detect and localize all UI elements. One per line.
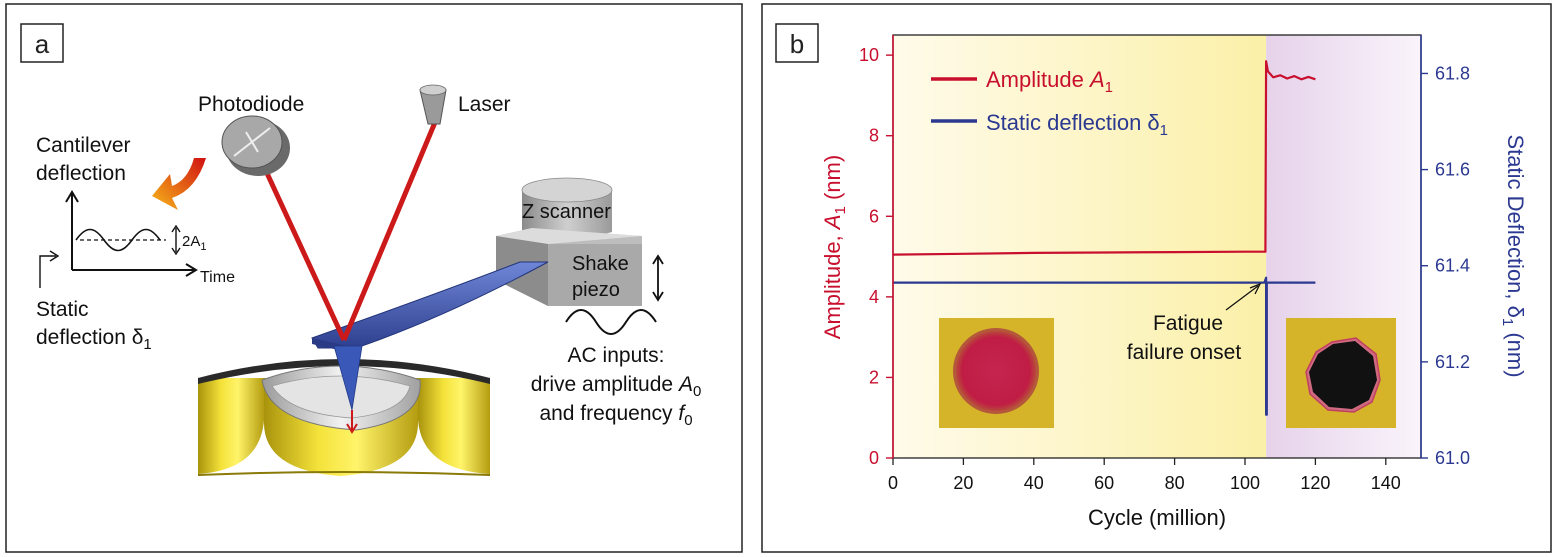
panel-b-label-box (775, 23, 819, 63)
y-left-tick-label: 8 (869, 126, 879, 146)
photodiode-icon (221, 115, 290, 176)
x-tick-label: 40 (1024, 473, 1044, 493)
static-label-1: Static (36, 298, 89, 321)
y-left-tick-label: 2 (869, 367, 879, 387)
x-tick-label: 0 (888, 473, 898, 493)
panel-a-label-box (20, 23, 64, 63)
laser-beams (257, 119, 439, 342)
z-scanner-label: Z scanner (522, 201, 611, 223)
laser-label: Laser (458, 93, 511, 116)
x-tick-label: 80 (1165, 473, 1185, 493)
inset-before-image (939, 318, 1054, 428)
x-tick-label: 20 (953, 473, 973, 493)
panel-a: a (5, 3, 743, 553)
x-tick-label: 140 (1371, 473, 1401, 493)
y-left-tick-label: 4 (869, 287, 879, 307)
deflection-arrow-icon (152, 158, 206, 210)
photodiode-label: Photodiode (198, 93, 304, 116)
panel-b-label: b (790, 29, 804, 59)
y-left-tick-label: 0 (869, 448, 879, 468)
shake-label-2: piezo (572, 279, 620, 301)
cantilever-deflection-label-1: Cantilever (36, 134, 131, 157)
cantilever (311, 261, 549, 411)
x-axis-label: Cycle (million) (1088, 505, 1226, 530)
cantilever-deflection-label-2: deflection (36, 162, 126, 185)
failure-annotation: Fatigue failure onset (1127, 282, 1262, 364)
x-tick-label: 60 (1094, 473, 1114, 493)
shake-label-1: Shake (572, 253, 629, 275)
y-right-tick-label: 61.8 (1435, 63, 1470, 83)
annotation-line-2: failure onset (1127, 341, 1242, 364)
panel-b-border (761, 3, 1552, 553)
y-right-tick-label: 61.6 (1435, 160, 1470, 180)
x-tick-label: 120 (1300, 473, 1330, 493)
y-right-tick-label: 61.4 (1435, 256, 1470, 276)
y-axis-right-label: Static Deflection, δ1 (nm) (1499, 134, 1528, 377)
time-label: Time (200, 269, 235, 286)
ac-inputs-label-3: and frequency f0 (539, 402, 692, 429)
laser-icon (419, 84, 447, 125)
shake-arrow-icon (652, 254, 664, 302)
legend-deflection-label: Static deflection δ1 (986, 110, 1168, 139)
y-left-tick-label: 10 (859, 45, 879, 65)
x-tick-label: 100 (1230, 473, 1260, 493)
ac-wave-icon (565, 309, 657, 335)
deflection-inset (39, 190, 198, 288)
panel-a-border (5, 3, 743, 553)
annotation-line-1: Fatigue (1153, 312, 1223, 335)
series-line-amplitude (893, 60, 1316, 256)
ac-inputs-label-2: drive amplitude A0 (531, 373, 702, 400)
two-a1-label: 2A1 (182, 233, 206, 253)
ac-inputs-label-1: AC inputs: (568, 344, 665, 367)
series-line-static-deflection (893, 276, 1316, 416)
legend: Amplitude A1 Static deflection δ1 (931, 67, 1168, 139)
static-label-2: deflection δ1 (36, 326, 152, 353)
legend-amplitude-label: Amplitude A1 (986, 67, 1113, 96)
y-axis-left-label: Amplitude, A1 (nm) (820, 155, 849, 339)
y-right-tick-label: 61.0 (1435, 448, 1470, 468)
substrate (198, 359, 490, 476)
panel-b: b 0 20 40 60 80 100 120 140 0 2 4 6 8 10 61.0 61.2 61.4 6… (761, 3, 1552, 553)
z-scanner (496, 177, 642, 306)
panel-a-label: a (35, 29, 50, 59)
y-left-tick-label: 6 (869, 206, 879, 226)
y-right-tick-label: 61.2 (1435, 352, 1470, 372)
inset-after-image (1286, 318, 1396, 428)
